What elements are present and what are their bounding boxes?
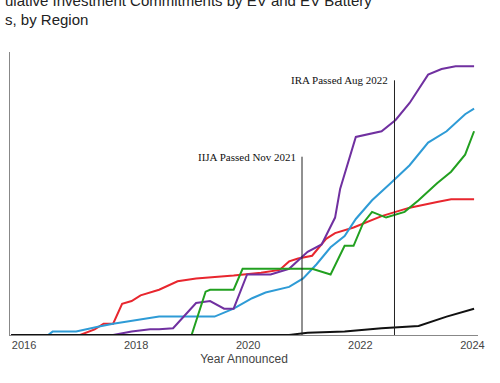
svg-text:2024: 2024 [460, 339, 484, 351]
svg-text:2022: 2022 [348, 339, 372, 351]
svg-text:2020: 2020 [236, 339, 260, 351]
svg-text:2016: 2016 [12, 339, 36, 351]
svg-text:IIJA Passed Nov 2021: IIJA Passed Nov 2021 [198, 151, 296, 163]
svg-text:IRA Passed Aug 2022: IRA Passed Aug 2022 [291, 74, 388, 86]
svg-text:Year Announced: Year Announced [200, 352, 288, 366]
svg-text:2018: 2018 [124, 339, 148, 351]
svg-text:ulative Investment Commitments: ulative Investment Commitments by EV and… [5, 0, 372, 28]
